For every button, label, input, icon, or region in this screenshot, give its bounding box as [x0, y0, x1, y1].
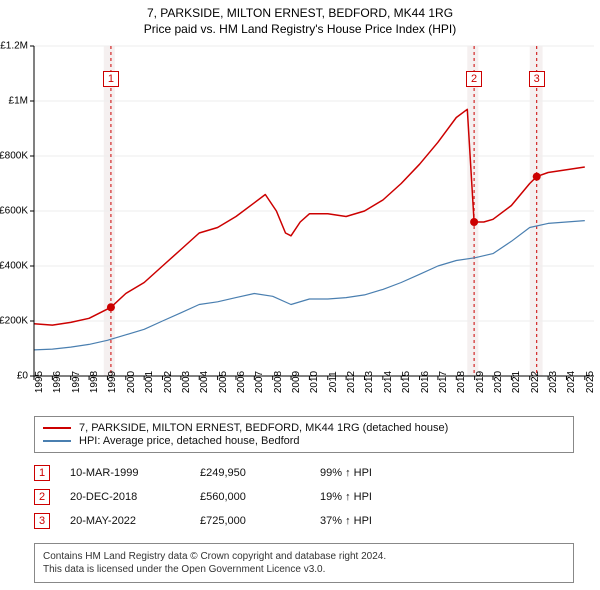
y-tick-label: £800K: [0, 151, 28, 162]
x-tick-label: 2017: [438, 371, 449, 393]
footer-attribution: Contains HM Land Registry data © Crown c…: [34, 543, 574, 583]
title-block: 7, PARKSIDE, MILTON ERNEST, BEDFORD, MK4…: [0, 0, 600, 38]
chart-area: £0£200K£400K£600K£800K£1M£1.2M1995199619…: [34, 46, 594, 376]
event-date: 20-DEC-2018: [70, 491, 200, 503]
x-tick-label: 2008: [273, 371, 284, 393]
y-tick-label: £0: [17, 371, 28, 382]
y-tick-label: £400K: [0, 261, 28, 272]
x-tick-label: 2024: [566, 371, 577, 393]
event-row: 2 20-DEC-2018 £560,000 19% ↑ HPI: [34, 485, 574, 509]
event-pct: 99% ↑ HPI: [320, 467, 440, 479]
chart-event-badge: 2: [466, 71, 482, 87]
x-tick-label: 1997: [71, 371, 82, 393]
x-tick-label: 2012: [346, 371, 357, 393]
address-title: 7, PARKSIDE, MILTON ERNEST, BEDFORD, MK4…: [0, 6, 600, 20]
event-pct: 19% ↑ HPI: [320, 491, 440, 503]
x-tick-label: 2022: [530, 371, 541, 393]
x-tick-label: 2016: [420, 371, 431, 393]
footer-line: This data is licensed under the Open Gov…: [43, 563, 565, 576]
chart-event-badge: 3: [529, 71, 545, 87]
y-tick-label: £1.2M: [0, 41, 28, 52]
y-tick-label: £600K: [0, 206, 28, 217]
event-row: 3 20-MAY-2022 £725,000 37% ↑ HPI: [34, 509, 574, 533]
legend-label: 7, PARKSIDE, MILTON ERNEST, BEDFORD, MK4…: [79, 422, 448, 434]
x-tick-label: 2021: [511, 371, 522, 393]
legend-item: 7, PARKSIDE, MILTON ERNEST, BEDFORD, MK4…: [43, 422, 565, 434]
x-tick-label: 2015: [401, 371, 412, 393]
x-tick-label: 2018: [456, 371, 467, 393]
x-tick-label: 1995: [34, 371, 45, 393]
footer-line: Contains HM Land Registry data © Crown c…: [43, 550, 565, 563]
chart-event-badge: 1: [103, 71, 119, 87]
x-tick-label: 2009: [291, 371, 302, 393]
y-tick-label: £1M: [9, 96, 28, 107]
x-tick-label: 2013: [364, 371, 375, 393]
x-tick-label: 2014: [383, 371, 394, 393]
x-tick-label: 2020: [493, 371, 504, 393]
events-table: 1 10-MAR-1999 £249,950 99% ↑ HPI 2 20-DE…: [34, 461, 574, 533]
subtitle: Price paid vs. HM Land Registry's House …: [0, 22, 600, 36]
event-badge: 1: [34, 465, 50, 481]
x-tick-label: 2000: [126, 371, 137, 393]
event-badge: 3: [34, 513, 50, 529]
x-tick-label: 2025: [585, 371, 596, 393]
x-tick-label: 2001: [144, 371, 155, 393]
x-tick-label: 1999: [107, 371, 118, 393]
x-tick-label: 2007: [254, 371, 265, 393]
event-pct: 37% ↑ HPI: [320, 515, 440, 527]
x-tick-label: 2006: [236, 371, 247, 393]
y-tick-label: £200K: [0, 316, 28, 327]
x-tick-label: 2004: [199, 371, 210, 393]
x-tick-label: 2002: [163, 371, 174, 393]
event-price: £249,950: [200, 467, 320, 479]
legend-item: HPI: Average price, detached house, Bedf…: [43, 435, 565, 447]
x-tick-label: 1998: [89, 371, 100, 393]
x-tick-label: 2010: [309, 371, 320, 393]
event-row: 1 10-MAR-1999 £249,950 99% ↑ HPI: [34, 461, 574, 485]
chart-page: { "title_line1": "7, PARKSIDE, MILTON ER…: [0, 0, 600, 590]
x-tick-label: 2005: [218, 371, 229, 393]
x-tick-label: 2003: [181, 371, 192, 393]
event-date: 10-MAR-1999: [70, 467, 200, 479]
legend-swatch: [43, 427, 71, 429]
legend-label: HPI: Average price, detached house, Bedf…: [79, 435, 300, 447]
x-tick-label: 1996: [52, 371, 63, 393]
event-date: 20-MAY-2022: [70, 515, 200, 527]
event-price: £560,000: [200, 491, 320, 503]
legend-box: 7, PARKSIDE, MILTON ERNEST, BEDFORD, MK4…: [34, 416, 574, 453]
chart-svg: [34, 46, 594, 376]
x-tick-label: 2023: [548, 371, 559, 393]
event-badge: 2: [34, 489, 50, 505]
legend-swatch: [43, 440, 71, 442]
event-price: £725,000: [200, 515, 320, 527]
x-tick-label: 2011: [328, 371, 339, 393]
x-tick-label: 2019: [475, 371, 486, 393]
